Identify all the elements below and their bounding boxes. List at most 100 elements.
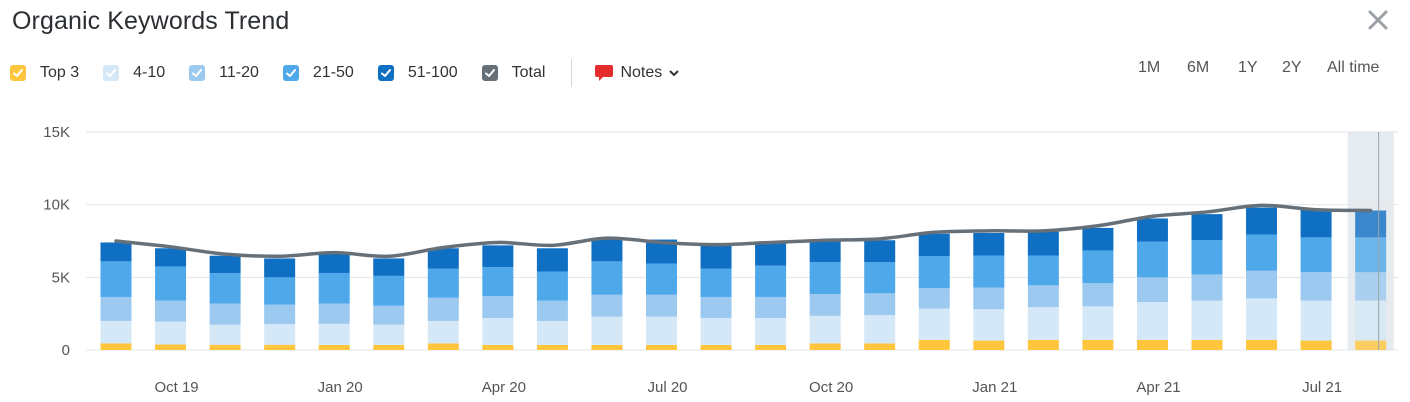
bar-segment bbox=[1027, 255, 1059, 286]
bar-segment bbox=[318, 272, 350, 304]
bar-segment bbox=[1082, 250, 1114, 284]
bar-segment bbox=[155, 344, 187, 350]
bar-segment bbox=[918, 256, 950, 289]
period-1y[interactable]: 1Y bbox=[1238, 59, 1258, 76]
bar-segment bbox=[1246, 270, 1278, 299]
x-tick-label: Jan 21 bbox=[972, 379, 1017, 396]
bar-segment bbox=[318, 303, 350, 324]
period-2y[interactable]: 2Y bbox=[1282, 59, 1302, 76]
bar-segment bbox=[1136, 218, 1168, 242]
legend-item-21-50[interactable]: 21-50 bbox=[282, 64, 354, 82]
bar-segment bbox=[1300, 237, 1332, 273]
bar-segment bbox=[100, 261, 132, 297]
legend-item-51-100[interactable]: 51-100 bbox=[377, 64, 458, 82]
bar-segment bbox=[536, 344, 568, 350]
bar-segment bbox=[809, 343, 841, 350]
x-tick-label: Oct 19 bbox=[154, 379, 198, 396]
bar-segment bbox=[1136, 339, 1168, 350]
bar-segment bbox=[700, 318, 732, 345]
checkbox-icon[interactable] bbox=[10, 65, 26, 81]
bar-segment bbox=[536, 271, 568, 301]
bar-segment bbox=[100, 242, 132, 262]
bar-segment bbox=[427, 343, 459, 350]
bar-segment bbox=[1136, 277, 1168, 303]
y-tick-label: 10K bbox=[43, 197, 70, 214]
bar-segment bbox=[591, 238, 623, 262]
bar-segment bbox=[318, 344, 350, 350]
bar-segment bbox=[809, 262, 841, 295]
bar-segment bbox=[427, 297, 459, 321]
bar-segment bbox=[318, 323, 350, 345]
bar-segment bbox=[536, 248, 568, 272]
period-all-time[interactable]: All time bbox=[1327, 59, 1380, 76]
bar-segment bbox=[155, 321, 187, 345]
bar-segment bbox=[1082, 339, 1114, 350]
bar-segment bbox=[700, 296, 732, 319]
legend-item-4-10[interactable]: 4-10 bbox=[103, 64, 165, 82]
bar-segment bbox=[209, 273, 241, 304]
bar-segment bbox=[100, 343, 132, 350]
bar-segment bbox=[1300, 340, 1332, 350]
bar-segment bbox=[864, 293, 896, 316]
bar-segment bbox=[482, 318, 514, 345]
bar-segment bbox=[700, 245, 732, 269]
bar-segment bbox=[864, 240, 896, 263]
bar-segment bbox=[1136, 241, 1168, 278]
bar-segment bbox=[755, 344, 787, 350]
bar-segment bbox=[209, 344, 241, 350]
notes-dropdown[interactable]: Notes bbox=[594, 63, 680, 83]
x-tick-label: Jul 20 bbox=[647, 379, 687, 396]
bar-segment bbox=[1191, 214, 1223, 241]
checkbox-icon[interactable] bbox=[377, 65, 394, 81]
bar-segment bbox=[755, 265, 787, 297]
legend-item-top-3[interactable]: Top 3 bbox=[10, 64, 79, 82]
bar-segment bbox=[373, 258, 405, 276]
bar-segment bbox=[864, 262, 896, 294]
bar-segment bbox=[973, 309, 1005, 341]
x-tick-label: Apr 20 bbox=[482, 379, 526, 396]
bar-segment bbox=[100, 296, 132, 321]
bar-segment bbox=[1300, 209, 1332, 238]
bar-segment bbox=[646, 344, 677, 350]
bar-segment bbox=[1027, 307, 1059, 340]
bar-segment bbox=[482, 245, 514, 268]
bar-segment bbox=[1136, 302, 1168, 340]
checkbox-icon[interactable] bbox=[282, 65, 299, 81]
bar-segment bbox=[1355, 300, 1387, 341]
bar-segment bbox=[973, 340, 1005, 350]
checkbox-icon[interactable] bbox=[189, 65, 206, 81]
period-1m[interactable]: 1M bbox=[1138, 59, 1161, 76]
bar-segment bbox=[536, 320, 568, 345]
bar-segment bbox=[1355, 210, 1387, 238]
checkbox-icon[interactable] bbox=[481, 65, 498, 81]
bar-segment bbox=[646, 263, 677, 295]
legend-item-11-20[interactable]: 11-20 bbox=[189, 64, 259, 82]
bar-segment bbox=[482, 296, 514, 319]
total-line bbox=[114, 203, 1373, 259]
legend-item-total[interactable]: Total bbox=[481, 64, 545, 82]
x-tick-label: Apr 21 bbox=[1136, 379, 1180, 396]
page-title: Organic Keywords Trend bbox=[12, 7, 290, 35]
bar-segment bbox=[209, 255, 241, 274]
bar-segment bbox=[700, 344, 732, 350]
bar-segment bbox=[482, 267, 514, 297]
bar-segment bbox=[373, 305, 405, 325]
period-6m[interactable]: 6M bbox=[1187, 59, 1210, 76]
x-tick-label: Jul 21 bbox=[1302, 379, 1342, 396]
bar-segment bbox=[1191, 300, 1223, 340]
bar-segment bbox=[1082, 306, 1114, 340]
bar-segment bbox=[809, 239, 841, 263]
legend-label: 51-100 bbox=[407, 64, 458, 81]
close-icon[interactable] bbox=[1362, 4, 1394, 36]
bar-segment bbox=[809, 294, 841, 316]
bar-segment bbox=[155, 266, 187, 301]
bar-segment bbox=[1246, 207, 1278, 235]
bar-segment bbox=[918, 339, 950, 350]
bar-segment bbox=[646, 239, 677, 264]
bar-segment bbox=[1355, 272, 1387, 301]
chevron-down-icon bbox=[669, 70, 679, 77]
legend-label: 21-50 bbox=[312, 64, 354, 81]
bar-segment bbox=[809, 315, 841, 344]
bar-segment bbox=[646, 294, 677, 317]
checkbox-icon[interactable] bbox=[103, 65, 120, 81]
